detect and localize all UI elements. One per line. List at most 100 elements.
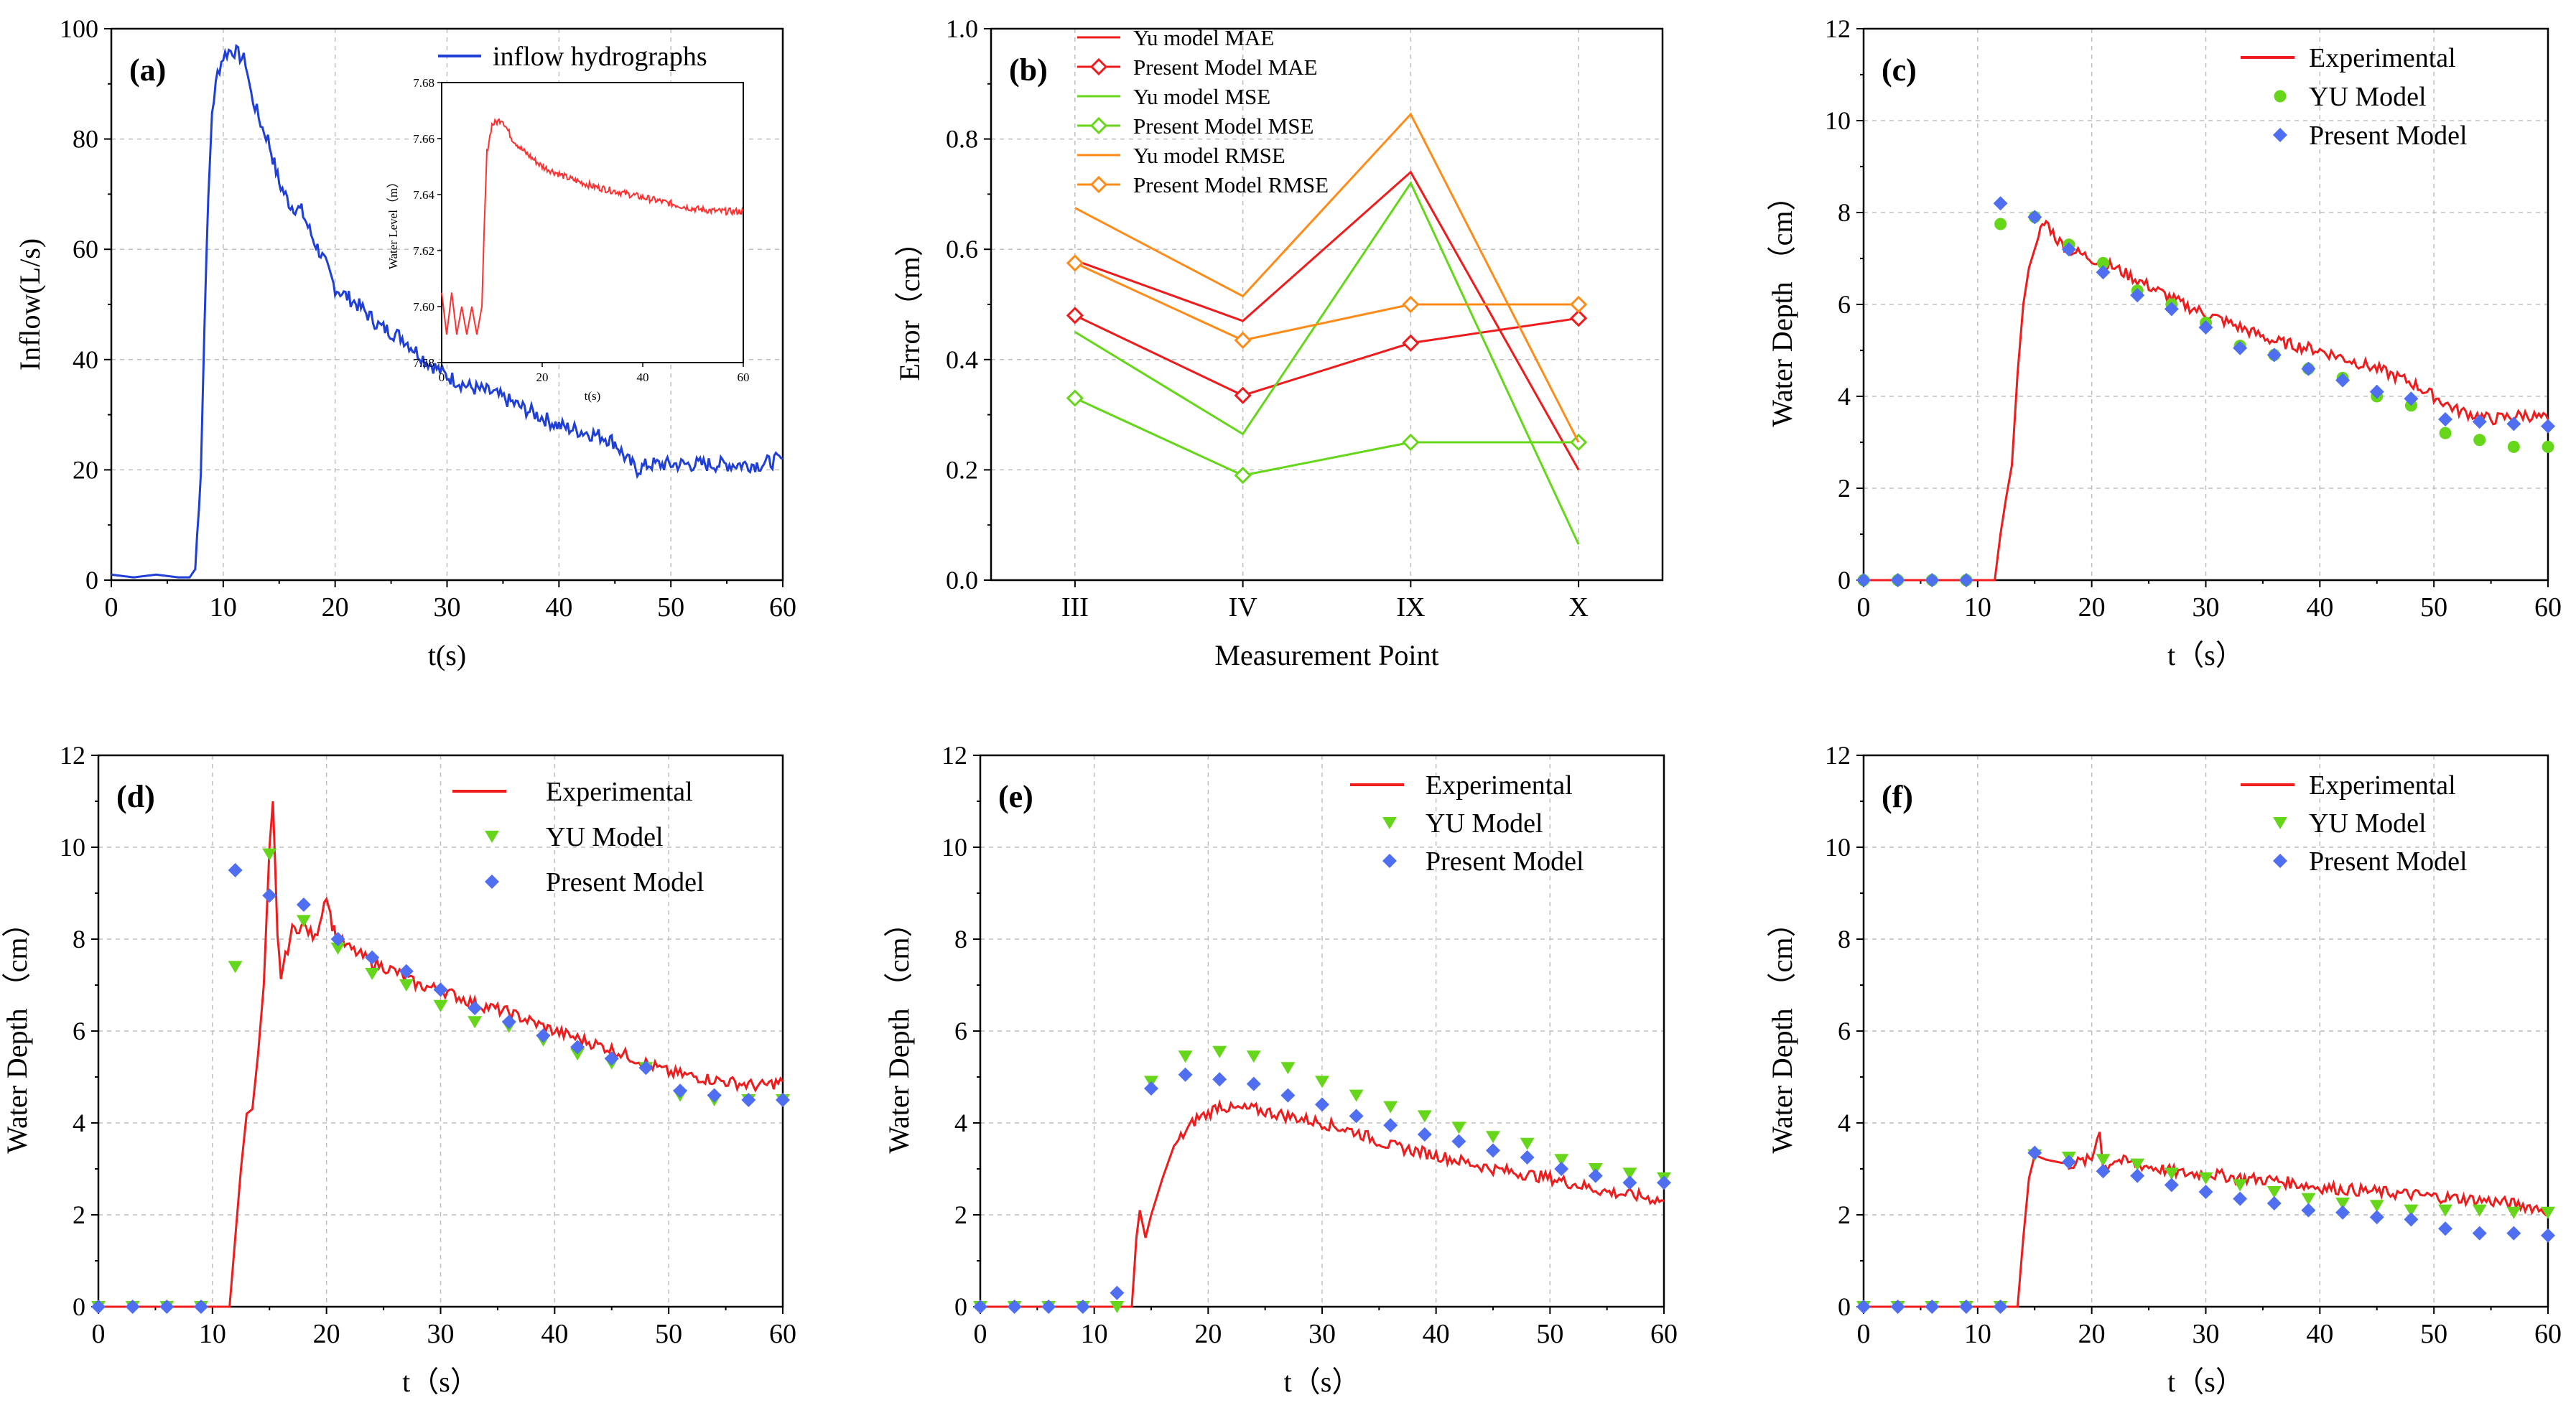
y-tick-label: 4 xyxy=(954,1109,967,1137)
data-point xyxy=(2164,1167,2179,1180)
data-point xyxy=(1890,1300,1905,1314)
data-point xyxy=(2541,1206,2555,1219)
panel-label: (c) xyxy=(1882,52,1917,88)
y-axis-label: Water Depth （cm） xyxy=(883,908,915,1153)
data-point xyxy=(468,1001,483,1015)
data-point xyxy=(2061,242,2076,257)
inset-y-tick-label: 7.68 xyxy=(413,76,434,90)
x-tick-label: 50 xyxy=(655,1319,682,1349)
chart-panel-a: 0 20 40 60 80 100 0 10 20 30 40 50 60 t(s) Inflow(L/s)… xyxy=(14,14,796,671)
x-tick-label: 40 xyxy=(545,592,572,622)
data-point xyxy=(2335,1205,2351,1220)
series-line xyxy=(1074,170,1580,471)
series-line xyxy=(1074,112,1580,443)
data-point xyxy=(501,1015,516,1030)
y-axis-label: Inflow(L/s) xyxy=(14,238,46,370)
legend-label: Experimental xyxy=(2309,43,2456,73)
data-point xyxy=(1349,1109,1364,1124)
data-point xyxy=(741,1093,756,1107)
legend-label: Present Model RMSE xyxy=(1133,172,1329,197)
y-tick-label: 12 xyxy=(941,741,967,770)
data-point xyxy=(2198,1172,2213,1185)
data-point xyxy=(2472,414,2487,429)
y-tick-label: 6 xyxy=(1838,1017,1851,1045)
legend-label: Yu model MSE xyxy=(1133,84,1270,109)
y-tick-label: 100 xyxy=(60,14,98,43)
y-tick-label: 0.4 xyxy=(946,345,978,374)
data-point xyxy=(2438,1204,2453,1217)
data-point xyxy=(2542,440,2554,453)
data-point xyxy=(776,1093,790,1107)
data-point xyxy=(1402,334,1420,352)
legend-marker xyxy=(2274,90,2287,103)
data-point xyxy=(330,932,345,946)
data-point xyxy=(433,999,448,1012)
x-axis-label: t（s） xyxy=(402,1366,479,1398)
x-axis-label: t（s） xyxy=(1284,1366,1361,1398)
y-tick-label: 12 xyxy=(1825,14,1851,43)
inset-frame xyxy=(441,82,744,363)
data-point xyxy=(2233,1179,2248,1192)
inset-y-tick-label: 7.64 xyxy=(413,188,434,202)
data-point xyxy=(1570,309,1588,327)
series-line xyxy=(1074,262,1579,342)
data-point xyxy=(262,888,277,903)
y-tick-label: 8 xyxy=(73,925,85,953)
y-tick-label: 0 xyxy=(85,566,98,594)
data-point xyxy=(1520,1137,1535,1150)
data-point xyxy=(1246,1050,1261,1063)
x-tick-label: 20 xyxy=(313,1319,340,1349)
x-tick-label: 30 xyxy=(434,592,461,622)
inset-chart: 7.58 7.60 7.62 7.64 7.66 7.68 0 20 40 60 t(s) Water… xyxy=(386,76,750,403)
data-point xyxy=(1993,1300,2008,1314)
data-point xyxy=(2266,1186,2282,1198)
x-tick-label: 30 xyxy=(1308,1319,1336,1349)
x-tick-label: 60 xyxy=(2534,592,2562,622)
data-point xyxy=(1212,1045,1227,1058)
legend-label: Yu model MAE xyxy=(1133,25,1274,50)
x-tick-label: X xyxy=(1568,592,1588,622)
data-point xyxy=(2096,1154,2111,1167)
series-line xyxy=(1864,219,2549,582)
data-point xyxy=(2439,426,2452,439)
x-tick-label: 10 xyxy=(1081,1319,1108,1349)
y-axis-label: Error（cm） xyxy=(893,228,926,381)
data-point xyxy=(2130,288,2145,303)
y-tick-label: 0 xyxy=(73,1292,85,1321)
data-point xyxy=(2506,1226,2521,1241)
inset-x-tick-label: 0 xyxy=(439,370,445,384)
data-point xyxy=(2404,391,2419,406)
x-tick-label: 60 xyxy=(1650,1319,1678,1349)
data-point xyxy=(1657,1175,1671,1190)
y-tick-label: 8 xyxy=(1838,925,1851,953)
legend-label: YU Model xyxy=(2309,82,2427,112)
data-point xyxy=(1178,1067,1193,1082)
data-point xyxy=(2027,210,2042,225)
data-point xyxy=(673,1083,688,1099)
x-tick-label: 40 xyxy=(1423,1319,1450,1349)
x-tick-label: 30 xyxy=(2193,592,2220,622)
data-point xyxy=(1925,1300,1940,1314)
data-point xyxy=(1110,1301,1125,1313)
panel-label: (d) xyxy=(116,779,155,814)
legend-label: inflow hydrographs xyxy=(493,42,707,72)
data-point xyxy=(1417,1110,1432,1123)
x-axis-label: t（s） xyxy=(2167,639,2244,671)
data-point xyxy=(1890,573,1905,587)
data-point xyxy=(1041,1300,1056,1314)
data-point xyxy=(2335,373,2351,388)
data-point xyxy=(2506,1206,2521,1219)
x-tick-label: 40 xyxy=(541,1319,568,1349)
data-point xyxy=(1066,389,1084,407)
data-point xyxy=(365,950,380,965)
y-tick-label: 2 xyxy=(1838,474,1851,503)
chart-panel-d: 0 2 4 6 8 10 12 0 10 20 30 40 50 60 t（s） Water Depth （c… xyxy=(1,741,796,1398)
panel-label: (a) xyxy=(129,52,166,88)
data-point xyxy=(1280,1088,1296,1103)
x-tick-label: 60 xyxy=(769,592,796,622)
x-tick-label: 20 xyxy=(322,592,349,622)
legend-label: Present Model MSE xyxy=(1133,113,1313,139)
inset-y-tick-label: 7.62 xyxy=(413,244,434,258)
data-point xyxy=(1588,1168,1603,1183)
